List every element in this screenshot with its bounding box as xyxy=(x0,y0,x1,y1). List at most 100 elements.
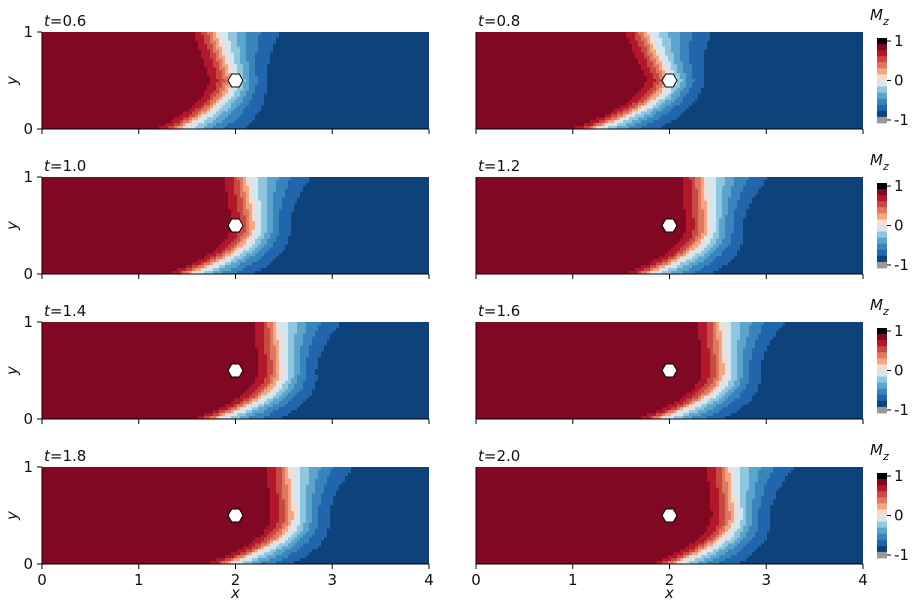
heatmap-cell xyxy=(72,111,76,115)
heatmap-cell xyxy=(315,52,319,57)
heatmap-cell xyxy=(153,76,157,80)
heatmap-cell xyxy=(48,108,52,112)
heatmap-cell xyxy=(168,108,172,112)
heatmap-cell xyxy=(183,64,187,68)
heatmap-cell xyxy=(632,43,636,48)
heatmap-cell xyxy=(138,114,142,118)
heatmap-cell xyxy=(294,120,298,124)
heatmap-cell xyxy=(384,46,388,51)
heatmap-cell xyxy=(111,96,115,101)
heatmap-cell xyxy=(216,49,220,54)
heatmap-cell xyxy=(87,111,91,115)
heatmap-cell xyxy=(120,64,124,68)
heatmap-cell xyxy=(189,52,193,57)
heatmap-cell xyxy=(348,76,352,80)
heatmap-cell xyxy=(159,123,163,127)
heatmap-cell xyxy=(252,70,256,74)
heatmap-cell xyxy=(171,117,175,121)
heatmap-cell xyxy=(75,58,79,62)
heatmap-cell xyxy=(78,34,82,39)
heatmap-cell xyxy=(144,126,148,129)
heatmap-cell xyxy=(360,108,364,112)
heatmap-cell xyxy=(102,105,106,110)
heatmap-cell xyxy=(411,32,415,36)
heatmap-cell xyxy=(375,76,379,80)
heatmap-cell xyxy=(198,40,202,45)
heatmap-cell xyxy=(183,73,187,77)
heatmap-cell xyxy=(414,81,418,86)
heatmap-cell xyxy=(231,111,235,115)
heatmap-cell xyxy=(692,32,696,36)
heatmap-cell xyxy=(351,32,355,36)
heatmap-cell xyxy=(144,105,148,110)
heatmap-cell xyxy=(249,34,253,39)
heatmap-cell xyxy=(171,126,175,129)
heatmap-cell xyxy=(54,37,58,42)
heatmap-cell xyxy=(279,102,283,107)
heatmap-cell xyxy=(414,84,418,89)
heatmap-cell xyxy=(285,37,289,42)
heatmap-cell xyxy=(306,61,310,65)
heatmap-cell xyxy=(842,32,846,36)
heatmap-cell xyxy=(282,102,286,107)
heatmap-cell xyxy=(42,58,46,62)
heatmap-cell xyxy=(524,32,528,36)
heatmap-cell xyxy=(180,120,184,124)
heatmap-cell xyxy=(69,76,73,80)
heatmap-cell xyxy=(150,102,154,107)
heatmap-cell xyxy=(282,123,286,127)
heatmap-cell xyxy=(623,43,627,48)
heatmap-cell xyxy=(327,40,331,45)
heatmap-cell xyxy=(426,64,429,68)
heatmap-cell xyxy=(267,55,271,60)
heatmap-cell xyxy=(261,43,265,48)
heatmap-cell xyxy=(408,79,412,83)
heatmap-cell xyxy=(623,37,627,42)
heatmap-cell xyxy=(219,87,223,92)
heatmap-cell xyxy=(90,70,94,74)
heatmap-cell xyxy=(63,43,67,48)
heatmap-cell xyxy=(63,123,67,127)
heatmap-cell xyxy=(351,64,355,68)
heatmap-cell xyxy=(375,46,379,51)
heatmap-cell xyxy=(318,84,322,89)
heatmap-cell xyxy=(411,123,415,127)
heatmap-cell xyxy=(306,108,310,112)
heatmap-cell xyxy=(219,117,223,121)
heatmap-cell xyxy=(183,120,187,124)
heatmap-cell xyxy=(96,58,100,62)
heatmap-cell xyxy=(509,46,513,51)
heatmap-cell xyxy=(102,114,106,118)
heatmap-cell xyxy=(378,64,382,68)
heatmap-cell xyxy=(153,114,157,118)
heatmap-cell xyxy=(252,67,256,71)
heatmap-cell xyxy=(366,73,370,77)
heatmap-cell xyxy=(363,108,367,112)
heatmap-cell xyxy=(156,34,160,39)
heatmap-cell xyxy=(219,43,223,48)
heatmap-cell xyxy=(527,32,531,36)
heatmap-cell xyxy=(686,43,690,48)
heatmap-cell xyxy=(360,55,364,60)
heatmap-cell xyxy=(186,99,190,104)
heatmap-cell xyxy=(132,52,136,57)
heatmap-cell xyxy=(87,76,91,80)
heatmap-cell xyxy=(321,64,325,68)
heatmap-cell xyxy=(372,73,376,77)
heatmap-cell xyxy=(303,61,307,65)
heatmap-cell xyxy=(141,93,145,98)
heatmap-cell xyxy=(273,73,277,77)
heatmap-cell xyxy=(138,64,142,68)
heatmap-cell xyxy=(141,52,145,57)
heatmap-cell xyxy=(90,40,94,45)
heatmap-cell xyxy=(249,108,253,112)
heatmap-cell xyxy=(225,99,229,104)
heatmap-cell xyxy=(375,90,379,95)
heatmap-cell xyxy=(222,34,226,39)
heatmap-cell xyxy=(306,58,310,62)
heatmap-cell xyxy=(270,111,274,115)
heatmap-cell xyxy=(632,40,636,45)
heatmap-cell xyxy=(291,87,295,92)
heatmap-cell xyxy=(339,81,343,86)
heatmap-cell xyxy=(309,120,313,124)
